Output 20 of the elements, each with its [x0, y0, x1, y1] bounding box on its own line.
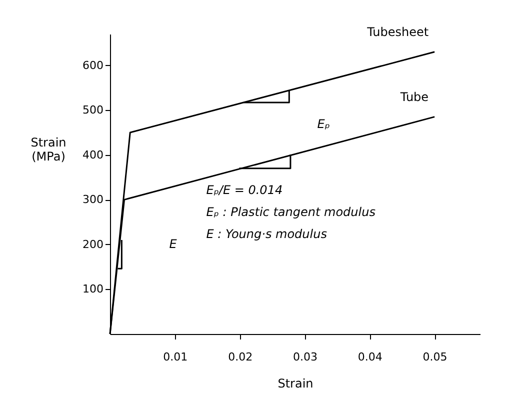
x-axis-title: Strain	[278, 376, 314, 390]
x-tick-label: 0.04	[358, 350, 382, 364]
x-tick-label: 0.05	[422, 350, 448, 364]
x-tick-label: 0.02	[228, 350, 253, 364]
y-tick-label: 300	[82, 193, 104, 206]
annotation: E : Young·s modulus	[206, 227, 327, 241]
annotation: Eₚ/E = 0.014	[206, 183, 283, 197]
y-axis-title: Strain (MPa)	[30, 136, 66, 164]
annotation: Eₚ : Plastic tangent modulus	[206, 205, 376, 219]
series-label: Tubesheet	[366, 24, 429, 39]
annotation: Eₚ	[317, 117, 330, 131]
y-tick-label: 400	[82, 148, 104, 162]
y-tick-label: 100	[82, 282, 104, 296]
y-tick-label: 600	[82, 58, 104, 72]
y-tick-label: 200	[82, 238, 104, 251]
series-label: Tube	[399, 90, 429, 104]
x-tick-label: 0.01	[163, 350, 188, 364]
y-tick-label: 500	[82, 104, 104, 117]
annotation: E	[169, 237, 178, 251]
x-tick-label: 0.03	[292, 350, 318, 364]
